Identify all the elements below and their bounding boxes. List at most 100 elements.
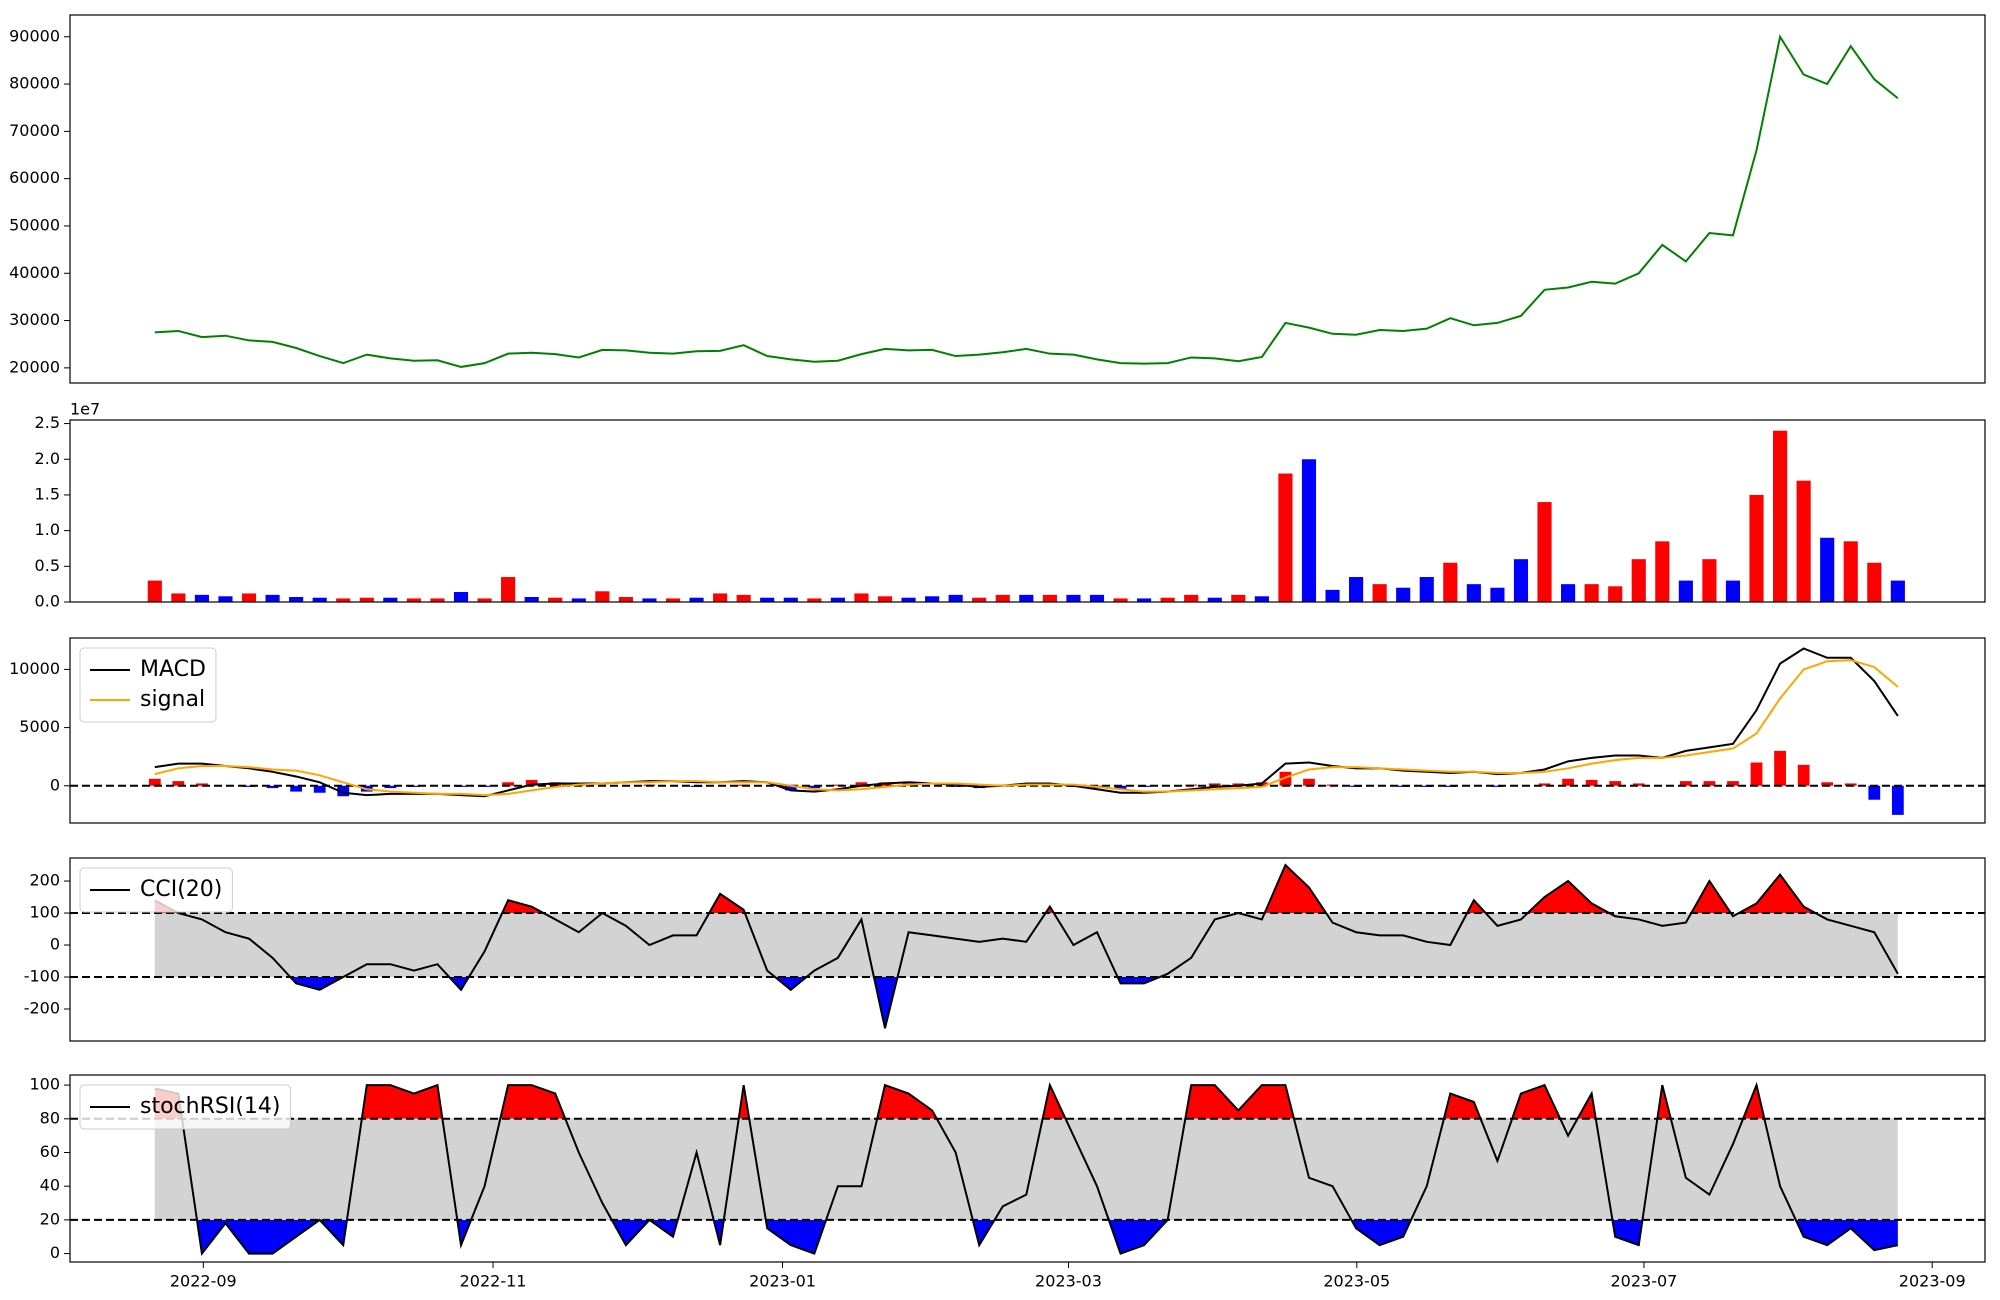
y-tick-label: 10000 [9,659,60,678]
histogram-bar [313,785,326,793]
panel-frame [69,14,1986,384]
panel: 0 5000 10000 MACD signal [9,637,1986,824]
price-line [154,34,1899,368]
panel: -200 -100 0 100 200 CCI(20) [24,857,1986,1042]
histogram-bar [1632,783,1645,786]
volume-bar [713,593,728,602]
legend-label: stochRSI(14) [140,1094,281,1119]
histogram-bar [1232,783,1245,786]
volume-bar [383,597,398,602]
y-tick-label: 0 [50,775,60,794]
volume-bar [524,597,539,602]
y-tick-label: 100 [29,1075,60,1094]
histogram-bar [1609,781,1622,786]
y-tick-label: 1.0 [35,520,60,539]
legend-box [79,647,217,723]
histogram-bar [1585,779,1598,786]
legend-label: signal [140,687,205,712]
y-tick-label: 0.0 [35,592,60,611]
plot-area [154,34,1899,368]
oversold-fill [154,977,1898,1029]
histogram-bar [337,785,350,797]
volume-bar [736,594,751,602]
histogram-bar [831,784,844,786]
volume-bar [1796,480,1811,602]
volume-bar [1702,559,1717,602]
volume-bar [1160,597,1175,602]
x-tick-label: 2022-11 [460,1272,527,1291]
volume-bar [642,598,657,602]
volume-bar [1843,541,1858,602]
legend: stochRSI(14) [79,1084,291,1130]
y-tick-label: -100 [24,967,60,986]
volume-bar [925,596,940,602]
volume-bar [147,580,162,602]
volume-bar [1867,562,1882,602]
volume-bar [1396,587,1411,602]
neutral-band [154,1118,1898,1220]
y-tick-label: 100 [29,903,60,922]
histogram-bar [1844,783,1857,786]
histogram-bar [808,785,821,789]
histogram-bar [1774,750,1786,786]
axis-offset-label: 1e7 [70,400,100,419]
volume-bar [1042,594,1057,602]
histogram-bar [1562,778,1574,786]
histogram-bar [502,782,515,786]
y-tick-label: 60 [40,1142,60,1161]
panel: 0.0 0.5 1.0 1.5 2.0 2.5 1e7 [35,400,1986,611]
volume-bar [830,597,845,602]
x-tick-label: 2023-03 [1035,1272,1102,1291]
volume-bar [1631,559,1646,602]
histogram-bar [1491,785,1504,787]
volume-bar [571,598,586,602]
panel: 0 20 40 60 80 100 2022-09 2022-11 2023-01 2023-03… [29,1074,1986,1291]
legend-box [79,867,233,913]
volume-bar [1725,580,1741,602]
panel-frame [69,857,1986,1042]
histogram-bar [196,783,208,786]
volume-bar [1349,577,1364,602]
y-tick-label: -200 [24,999,60,1018]
y-tick-label: 20 [40,1209,60,1228]
x-tick-label: 2023-01 [749,1272,816,1291]
volume-bar [972,597,987,602]
volume-bar [336,598,351,602]
y-tick-label: 30000 [9,310,60,329]
histogram-bar [384,785,397,789]
histogram-bar [1868,785,1881,800]
volume-bar [854,593,869,602]
volume-bar [1537,502,1552,602]
volume-bar [948,594,963,602]
y-tick-label: 2.0 [35,449,60,468]
y-tick-label: 60000 [9,168,60,187]
plot-area [70,863,1985,1029]
histogram-bar [949,785,962,787]
volume-bar [1655,541,1670,602]
volume-bar [1089,594,1105,602]
histogram-bar [1679,781,1692,786]
volume-bar [1066,594,1081,602]
legend: CCI(20) [79,867,233,913]
histogram-bar [290,785,303,792]
volume-bar [595,591,610,602]
histogram-bar [172,781,185,786]
histogram-bar [1750,762,1763,786]
y-tick-label: 40000 [9,263,60,282]
y-tick-label: 50000 [9,215,60,234]
x-tick-label: 2023-09 [1899,1272,1966,1291]
histogram-bar [1303,778,1315,786]
y-tick-label: 2.5 [35,413,60,432]
volume-bar [312,597,327,602]
y-tick-label: 1.5 [35,484,60,503]
histogram-bar [1538,783,1551,786]
volume-bar [1678,580,1693,602]
legend: MACD signal [79,647,217,723]
volume-bar [1207,597,1222,602]
volume-bar [665,598,681,602]
y-tick-label: 0.5 [35,556,60,575]
y-tick-label: 5000 [19,717,60,736]
volume-bar [689,597,704,602]
plot-area [70,1081,1985,1257]
